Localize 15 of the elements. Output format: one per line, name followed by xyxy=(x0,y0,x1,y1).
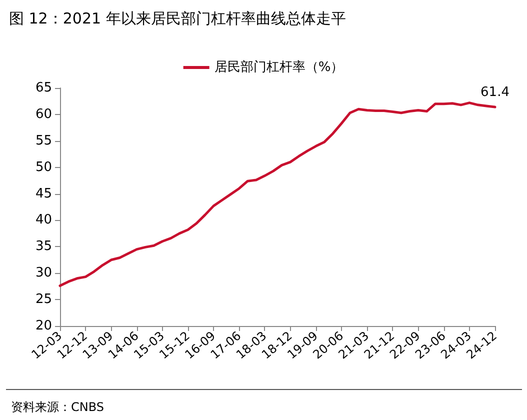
y-tick-label: 50 xyxy=(35,160,52,175)
y-tick-label: 60 xyxy=(35,106,52,122)
y-tick-label: 25 xyxy=(35,292,52,308)
y-tick-label: 40 xyxy=(35,212,52,228)
y-tick-label: 30 xyxy=(35,266,52,281)
chart-title: 图 12：2021 年以来居民部门杠杆率曲线总体走平 xyxy=(9,10,346,28)
legend-label: 居民部门杠杆率（%） xyxy=(214,59,344,75)
y-tick-label: 20 xyxy=(35,318,52,334)
y-tick-label: 65 xyxy=(35,80,52,96)
text: 资料来源：CNBS xyxy=(11,400,104,414)
line-series xyxy=(58,102,496,288)
data-label: 61.4 xyxy=(480,85,510,100)
y-tick-label: 55 xyxy=(35,133,52,148)
y-tick-label: 45 xyxy=(35,186,52,202)
y-tick-label: 35 xyxy=(35,239,52,254)
